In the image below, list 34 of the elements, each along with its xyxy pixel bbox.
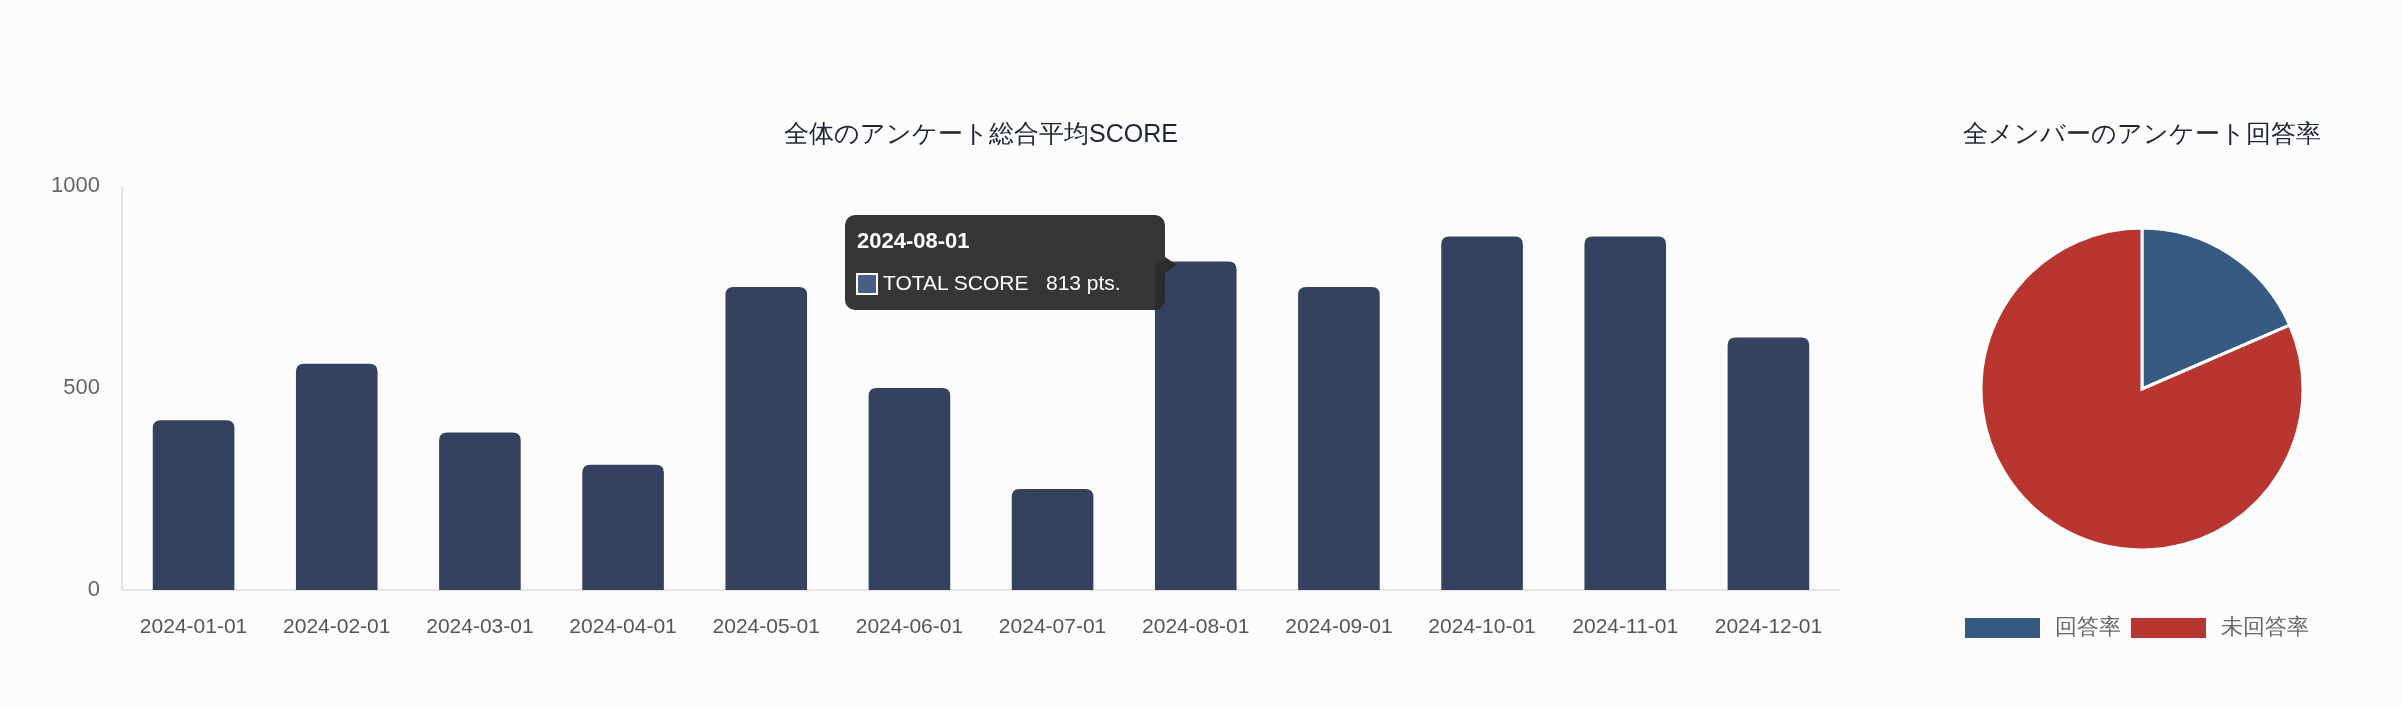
x-tick-label: 2024-02-01 <box>283 613 391 637</box>
bar <box>1584 236 1667 590</box>
bar <box>582 464 664 590</box>
y-tick-label: 500 <box>63 373 100 399</box>
x-tick-label: 2024-01-01 <box>139 613 248 637</box>
x-tick-label: 2024-06-01 <box>855 613 964 637</box>
bar <box>1298 287 1380 590</box>
x-tick-label: 2024-11-01 <box>1572 613 1679 637</box>
bar <box>152 420 235 590</box>
legend-label: 未回答率 <box>2221 613 2309 639</box>
x-tick-label: 2024-09-01 <box>1285 613 1393 637</box>
x-tick-label: 2024-07-01 <box>998 613 1107 637</box>
bar <box>439 432 521 590</box>
y-tick-label: 0 <box>87 575 100 601</box>
annotation: 2024-08-01 <box>857 227 970 253</box>
annotation: TOTAL SCORE 813 pts. <box>883 270 1121 294</box>
x-tick-label: 2024-04-01 <box>569 613 677 637</box>
y-tick-label: 1000 <box>51 171 100 197</box>
bar <box>1011 489 1094 590</box>
legend-label: 回答率 <box>2055 613 2121 639</box>
bar <box>868 388 951 590</box>
x-tick-label: 2024-12-01 <box>1714 613 1823 637</box>
x-tick-label: 2024-08-01 <box>1142 613 1250 637</box>
x-tick-label: 2024-10-01 <box>1428 613 1536 637</box>
x-tick-label: 2024-03-01 <box>426 613 534 637</box>
bar <box>295 363 378 590</box>
chart-title: 全体のアンケート総合平均SCORE <box>784 118 1178 147</box>
bar <box>1441 236 1523 590</box>
bar <box>1154 261 1237 590</box>
bar <box>1727 337 1810 590</box>
bar <box>725 287 808 590</box>
x-tick-label: 2024-05-01 <box>712 613 820 637</box>
pie-slice <box>1979 226 2305 552</box>
chart-title: 全メンバーのアンケート回答率 <box>1963 118 2321 147</box>
